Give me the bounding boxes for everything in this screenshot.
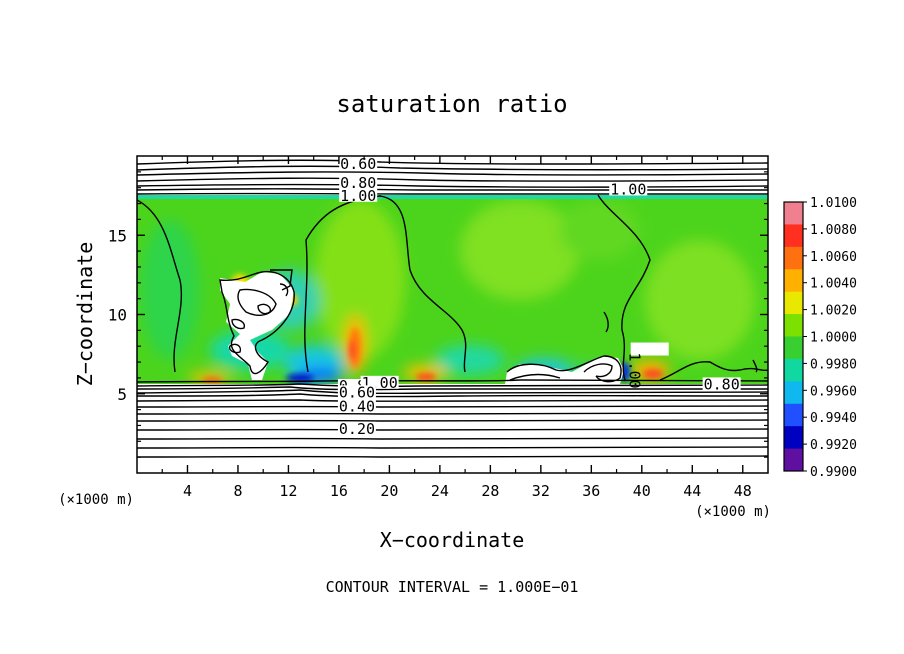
contour-label-bg — [339, 188, 378, 202]
contour-label: 0.60 — [339, 383, 375, 401]
chart-title: saturation ratio — [336, 90, 567, 118]
colorbar-swatch — [784, 224, 803, 248]
contour-label-bg — [337, 399, 376, 413]
contour-label-bg — [339, 176, 378, 190]
colorbar-label: 1.0080 — [810, 223, 857, 238]
x-tick-label: 48 — [734, 482, 752, 500]
colorbar-label: 1.0020 — [810, 304, 857, 319]
x-tick-label: 8 — [233, 482, 242, 500]
x-unit-right: (×1000 m) — [695, 504, 771, 520]
colorbar-label: 0.9920 — [810, 438, 857, 453]
contour-label: 1.00 — [626, 353, 644, 389]
x-tick-label: 32 — [532, 482, 550, 500]
contour-label-bg — [337, 385, 376, 399]
colorbar-label: 1.0000 — [810, 331, 857, 346]
x-tick-label: 28 — [481, 482, 499, 500]
contour-lines — [137, 159, 768, 458]
contour-labels: 0.600.801.001.001.000.800.801.000.600.40… — [337, 155, 741, 438]
y-tick-label: 15 — [108, 226, 127, 245]
colorbar-swatch — [784, 291, 803, 315]
colorbar-label: 0.9900 — [810, 465, 857, 480]
colorbar-swatch — [784, 358, 803, 382]
x-tick-label: 24 — [431, 482, 449, 500]
contour-label: 0.80 — [704, 375, 740, 393]
colorbar-label: 1.0100 — [810, 196, 857, 211]
colorbar-swatch — [784, 202, 803, 225]
y-axis-label: Z−coordinate — [73, 242, 97, 387]
colorbar-label: 1.0060 — [810, 250, 857, 265]
x-tick-label: 4 — [183, 482, 192, 500]
colorbar-label: 1.0040 — [810, 277, 857, 292]
x-tick-label: 44 — [683, 482, 701, 500]
colorbar-swatch — [784, 381, 803, 405]
contour-label: 1.00 — [340, 187, 376, 205]
colorbar-swatch — [784, 314, 803, 337]
x-tick-label: 20 — [380, 482, 398, 500]
colorbar: 1.0100 1.0080 1.0060 1.0040 1.0020 1.0000 0.99… — [783, 196, 857, 480]
contour-label: 0.80 — [340, 174, 376, 192]
contour-interval-note: CONTOUR INTERVAL = 1.000E−01 — [326, 578, 579, 596]
x-unit-left: (×1000 m) — [58, 492, 134, 508]
contour-label-bg — [609, 182, 648, 196]
contour-label: 0.60 — [340, 155, 376, 173]
y-tick-label: 10 — [108, 306, 127, 325]
x-tick-label: 12 — [279, 482, 297, 500]
contour-label-bg — [630, 342, 669, 356]
contour-label: 1.00 — [610, 180, 646, 198]
colorbar-swatch — [784, 403, 803, 427]
colorbar-label: 0.9980 — [810, 357, 857, 372]
y-tick-label: 5 — [117, 385, 127, 404]
contour-label-bg — [337, 421, 376, 435]
contour-label-bg — [339, 157, 378, 171]
saturation-field — [137, 195, 768, 384]
contour-label: 0.40 — [339, 398, 375, 416]
colorbar-swatch — [784, 269, 803, 293]
x-tick-label: 16 — [330, 482, 348, 500]
colorbar-label: 0.9940 — [810, 411, 857, 426]
colorbar-swatch — [784, 448, 803, 472]
x-tick-label: 40 — [633, 482, 651, 500]
contour-label: 0.20 — [339, 420, 375, 438]
x-axis-label: X−coordinate — [380, 528, 525, 552]
colorbar-swatch — [784, 426, 803, 450]
x-tick-label: 36 — [582, 482, 600, 500]
colorbar-swatch — [784, 246, 803, 270]
contour-label-bg — [702, 377, 741, 391]
colorbar-swatch — [784, 336, 803, 360]
colorbar-label: 0.9960 — [810, 384, 857, 399]
